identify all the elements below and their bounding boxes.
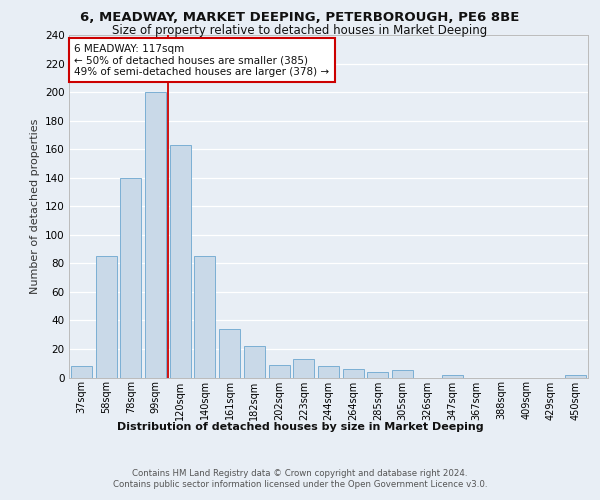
Text: Contains HM Land Registry data © Crown copyright and database right 2024.: Contains HM Land Registry data © Crown c… [132, 469, 468, 478]
Text: 6 MEADWAY: 117sqm
← 50% of detached houses are smaller (385)
49% of semi-detache: 6 MEADWAY: 117sqm ← 50% of detached hous… [74, 44, 329, 77]
Bar [318, 366, 339, 378]
Bar [442, 374, 463, 378]
Bar [71, 366, 92, 378]
Bar [194, 256, 215, 378]
Bar [95, 256, 116, 378]
Text: Contains public sector information licensed under the Open Government Licence v3: Contains public sector information licen… [113, 480, 487, 489]
Bar [343, 369, 364, 378]
Bar [269, 364, 290, 378]
Bar [565, 374, 586, 378]
Bar [293, 359, 314, 378]
Bar [145, 92, 166, 378]
Bar [120, 178, 141, 378]
Bar [392, 370, 413, 378]
Text: Distribution of detached houses by size in Market Deeping: Distribution of detached houses by size … [116, 422, 484, 432]
Bar [367, 372, 388, 378]
Bar [170, 145, 191, 378]
Bar [244, 346, 265, 378]
Text: Size of property relative to detached houses in Market Deeping: Size of property relative to detached ho… [112, 24, 488, 37]
Text: 6, MEADWAY, MARKET DEEPING, PETERBOROUGH, PE6 8BE: 6, MEADWAY, MARKET DEEPING, PETERBOROUGH… [80, 11, 520, 24]
Bar [219, 329, 240, 378]
Y-axis label: Number of detached properties: Number of detached properties [29, 118, 40, 294]
